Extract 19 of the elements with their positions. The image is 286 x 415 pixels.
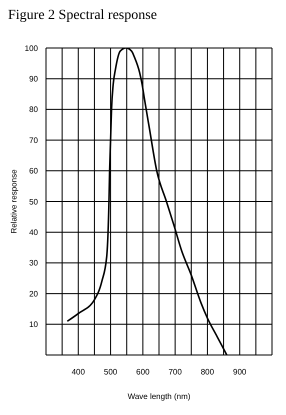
y-tick-label: 50	[29, 197, 39, 206]
y-tick-label: 70	[29, 136, 39, 145]
x-tick-label: 500	[104, 368, 118, 377]
x-tick-label: 900	[233, 368, 247, 377]
y-axis-title: Relative response	[10, 168, 18, 234]
y-tick-label: 30	[29, 258, 39, 268]
y-tick-label: 60	[29, 166, 39, 176]
x-axis-title: Wave length (nm)	[128, 392, 191, 401]
y-tick-label: 10	[29, 320, 39, 330]
y-tick-label: 90	[29, 74, 39, 84]
y-tick-label: 100	[24, 44, 39, 53]
y-tick-label: 80	[29, 105, 39, 114]
x-tick-label: 700	[168, 368, 182, 377]
chart-title: Figure 2 Spectral response	[8, 8, 158, 24]
y-tick-label: 40	[29, 228, 39, 238]
x-tick-label: 600	[136, 368, 150, 377]
x-tick-label: 400	[72, 368, 86, 377]
y-tick-label: 20	[29, 289, 39, 298]
x-tick-label: 800	[200, 368, 215, 377]
